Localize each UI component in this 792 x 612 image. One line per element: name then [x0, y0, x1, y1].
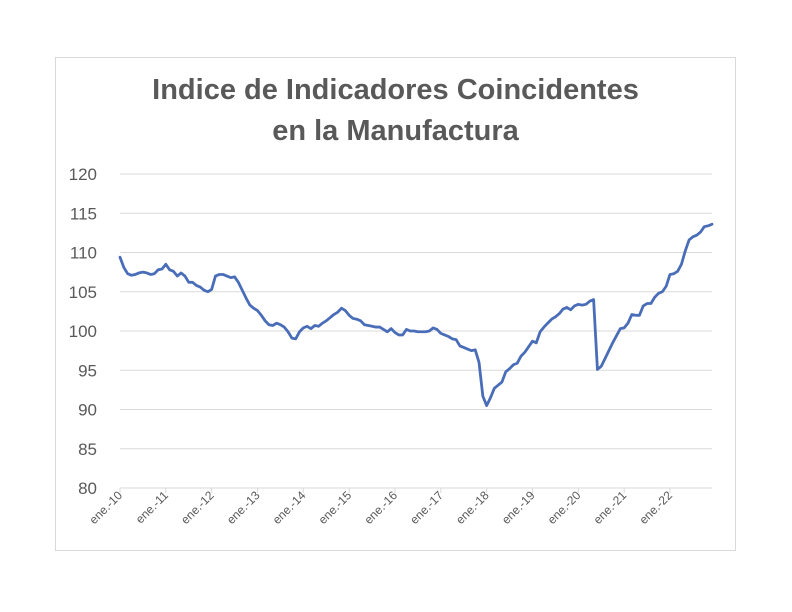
y-tick-label: 115: [70, 204, 97, 223]
y-tick-label: 120: [69, 165, 97, 184]
chart-area: [55, 57, 736, 551]
x-tick-label: ene.-20: [545, 488, 584, 527]
x-tick-label: ene.-19: [499, 488, 538, 527]
x-tick-label: ene.-17: [407, 488, 446, 527]
chart-title-line-2: en la Manufactura: [272, 115, 519, 147]
x-axis-tick-labels: ene.-10 ene.-11 ene.-12 ene.-13 ene.-14 ene.-…: [86, 488, 675, 527]
x-tick-label: ene.-21: [591, 488, 630, 527]
y-tick-label: 90: [78, 401, 97, 420]
y-tick-label: 105: [69, 283, 97, 302]
chart-title: Indice de Indicadores Coincidentes en la…: [55, 70, 736, 152]
x-tick-label: ene.-18: [453, 488, 492, 527]
y-tick-label: 110: [70, 244, 97, 263]
series-group: [118, 222, 714, 407]
series-line: [118, 222, 714, 407]
x-tick-label: ene.-13: [224, 488, 263, 527]
x-tick-label: ene.-15: [316, 488, 355, 527]
x-tick-label: ene.-12: [178, 488, 217, 527]
chart-title-line-1: Indice de Indicadores Coincidentes: [152, 74, 639, 106]
y-tick-label: 100: [69, 322, 97, 341]
y-tick-label: 95: [78, 361, 97, 380]
gridlines: [120, 173, 712, 489]
y-axis-tick-labels: 80 85 90 95 100 105 110 115 120: [69, 165, 97, 498]
y-tick-label: 85: [78, 440, 97, 459]
x-tick-label: ene.-22: [636, 488, 675, 527]
x-tick-label: ene.-14: [270, 488, 309, 527]
x-tick-label: ene.-16: [361, 488, 400, 527]
x-tick-label: ene.-11: [133, 488, 171, 526]
y-tick-label: 80: [78, 479, 97, 498]
